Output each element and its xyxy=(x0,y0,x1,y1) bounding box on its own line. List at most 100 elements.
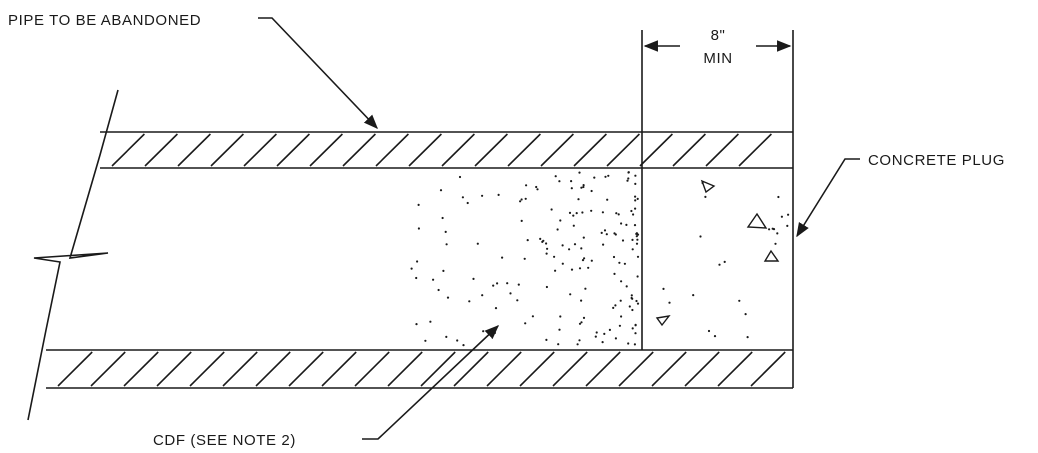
stipple-dot xyxy=(520,198,523,201)
stipple-dot xyxy=(437,288,440,292)
stipple-dot xyxy=(613,272,616,275)
stipple-dot xyxy=(636,302,640,305)
stipple-dot xyxy=(627,171,630,174)
hatch-line xyxy=(321,351,357,387)
stipple-dot xyxy=(777,195,780,199)
stipple-dot xyxy=(415,276,418,280)
hatch-line xyxy=(408,133,442,167)
stipple-dot xyxy=(578,339,581,342)
hatch-line xyxy=(486,351,522,387)
concrete-plug-label: CONCRETE PLUG xyxy=(868,152,1005,169)
stipple-dot xyxy=(570,268,574,271)
stipple-dot xyxy=(634,174,637,177)
hatch-line xyxy=(123,351,159,387)
aggregate-triangle xyxy=(700,179,716,194)
stipple-dot xyxy=(442,269,445,272)
stipple-dot xyxy=(625,223,628,226)
stipple-dot xyxy=(787,213,790,216)
hatch-line xyxy=(420,351,456,387)
dimension-8-min: 8" MIN xyxy=(641,27,794,168)
stipple-dot xyxy=(535,185,538,189)
stipple-dot xyxy=(590,189,593,193)
hatch-line xyxy=(156,351,192,387)
hatch-line xyxy=(507,133,541,167)
stipple-dot xyxy=(554,175,557,178)
hatch-line xyxy=(639,133,673,167)
stipple-dot xyxy=(625,285,628,288)
stipple-dot xyxy=(573,243,577,246)
stipple-dot xyxy=(603,332,606,335)
stipple-dot xyxy=(559,219,562,222)
stipple-dot xyxy=(607,174,610,177)
stipple-dot xyxy=(550,208,553,211)
stipple-dot xyxy=(568,211,572,214)
break-line xyxy=(27,89,119,421)
stipple-dot xyxy=(631,308,634,312)
hatch-line xyxy=(585,351,621,387)
stipple-dot xyxy=(627,177,630,180)
stipple-dot xyxy=(746,336,749,339)
stipple-dot xyxy=(630,209,633,213)
stipple-dot xyxy=(634,182,637,185)
stipple-dot xyxy=(417,227,420,230)
stipple-dot xyxy=(461,196,464,199)
top-pipe-wall xyxy=(100,131,793,169)
stipple-dot xyxy=(509,292,512,295)
stipple-dot xyxy=(580,186,583,189)
stipple-dot xyxy=(545,242,548,245)
stipple-dot xyxy=(780,215,784,218)
stipple-dot xyxy=(593,176,596,179)
callout-pipe-to-be-abandoned: PIPE TO BE ABANDONED xyxy=(8,12,378,130)
dimension-value-label: 8" xyxy=(711,27,726,44)
stipple-dot xyxy=(776,232,779,235)
stipple-dot xyxy=(621,239,625,242)
stipple-dot xyxy=(580,321,583,324)
hatch-line xyxy=(705,133,739,167)
stipple-dot xyxy=(615,212,618,215)
stipple-dot xyxy=(631,238,634,241)
stipple-dot xyxy=(634,195,637,198)
stipple-dot xyxy=(618,324,622,327)
stipple-dot xyxy=(630,296,633,300)
stipple-dot xyxy=(578,171,581,174)
stipple-dot xyxy=(614,337,618,340)
stipple-dot xyxy=(582,185,585,189)
hatch-line xyxy=(222,351,258,387)
pipe-to-be-abandoned-label: PIPE TO BE ABANDONED xyxy=(8,12,201,29)
stipple-dot xyxy=(581,259,585,262)
stipple-dot xyxy=(636,197,639,200)
stipple-dot xyxy=(539,237,542,240)
stipple-dot xyxy=(545,338,548,341)
stipple-dot xyxy=(603,229,607,232)
stipple-dot xyxy=(570,180,573,183)
hatch-line xyxy=(144,133,178,167)
top-wall-hatching xyxy=(111,133,772,167)
stipple-dot xyxy=(692,294,695,297)
stipple-dot xyxy=(582,236,585,239)
stipple-dot xyxy=(631,327,634,330)
stipple-dot xyxy=(446,296,450,299)
stipple-dot xyxy=(525,184,528,187)
stipple-dot xyxy=(481,194,484,197)
stipple-dot xyxy=(572,214,575,217)
stipple-dot xyxy=(432,278,435,281)
stipple-dot xyxy=(576,343,579,346)
hatch-line xyxy=(111,133,145,167)
stipple-dot xyxy=(417,203,420,206)
stipple-dot xyxy=(456,339,459,342)
stipple-dot xyxy=(517,283,520,286)
stipple-dot xyxy=(612,306,615,309)
hatch-line xyxy=(189,351,225,387)
stipple-dot xyxy=(600,231,603,234)
stipple-dot xyxy=(482,330,485,333)
stipple-dot xyxy=(524,322,527,325)
hatch-line xyxy=(276,133,310,167)
stipple-dot xyxy=(623,262,627,265)
stipple-dot xyxy=(570,187,573,190)
stipple-dot xyxy=(466,201,469,205)
cdf-leader-line xyxy=(362,325,500,440)
stipple-dot xyxy=(602,243,605,246)
stipple-dot xyxy=(561,262,564,265)
stipple-dot xyxy=(617,213,620,216)
stipple-dot xyxy=(744,313,747,316)
